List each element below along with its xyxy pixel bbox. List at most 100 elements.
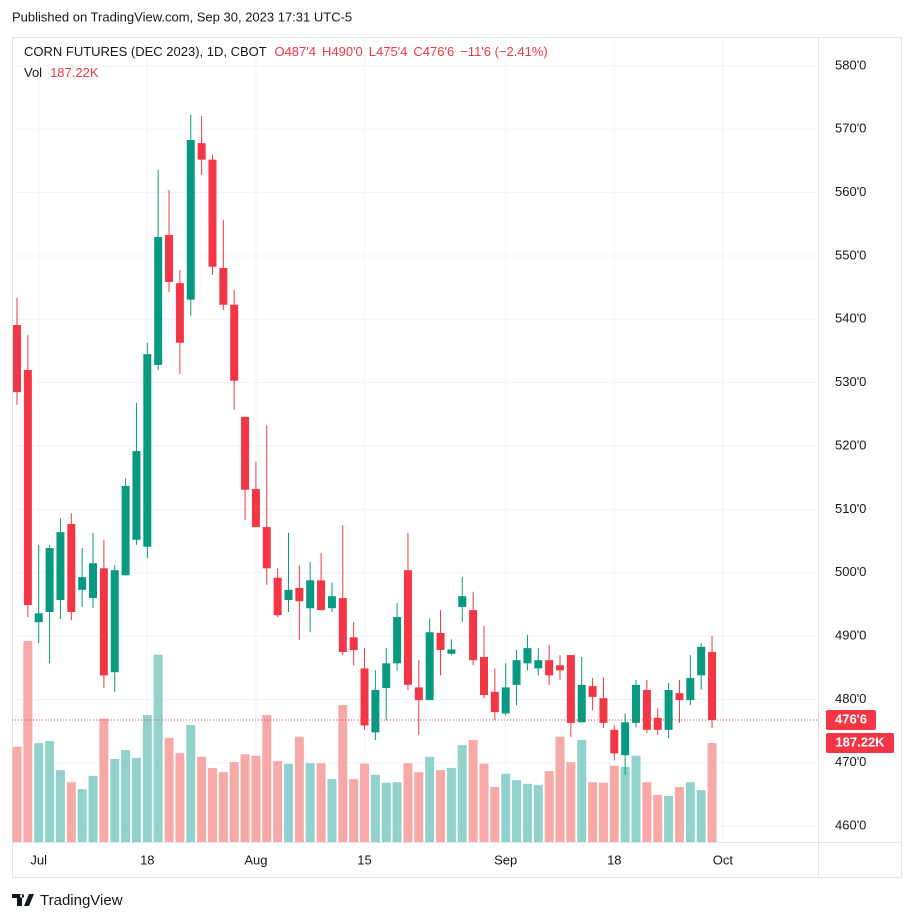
change-label: −11'6 (−2.41%) [460, 44, 548, 59]
brand-logo: TradingView [12, 892, 123, 909]
volume-bar [251, 755, 261, 842]
volume-bar [23, 641, 33, 842]
candle-body [610, 729, 619, 754]
volume-bar [110, 758, 120, 842]
volume-bar [620, 766, 630, 842]
candle-body [230, 304, 239, 381]
candle-body [23, 369, 32, 606]
volume-bar [425, 756, 435, 842]
candle-body [447, 649, 456, 654]
volume-legend: Vol 187.22K [24, 65, 99, 80]
symbol-title: CORN FUTURES (DEC 2023), 1D, CBOT [24, 44, 267, 59]
candle-body [556, 665, 564, 671]
candle-body [241, 416, 250, 490]
candle-body [403, 570, 412, 685]
candle-body [197, 143, 206, 160]
candle-body [490, 691, 499, 713]
volume-bar [414, 772, 424, 842]
volume-bar [522, 783, 532, 842]
volume-bar [577, 739, 587, 842]
volume-bar [468, 739, 478, 842]
candle-body [89, 563, 98, 599]
volume-bar [316, 763, 326, 842]
volume-bar [131, 757, 141, 842]
volume-bar [240, 754, 250, 842]
candle-body [219, 267, 228, 305]
candle-body [273, 577, 282, 616]
candle-body [675, 693, 684, 701]
volume-bar [544, 771, 554, 842]
volume-bar [392, 782, 402, 842]
legend-line: CORN FUTURES (DEC 2023), 1D, CBOT O487'4 H… [24, 44, 548, 59]
y-tick-label: 480'0 [835, 691, 866, 706]
y-tick-label: 540'0 [835, 311, 866, 326]
y-tick-label: 550'0 [835, 247, 866, 262]
candle-body [284, 589, 293, 600]
x-tick-label: Aug [244, 852, 267, 867]
candle-body [34, 613, 43, 623]
volume-bar [436, 770, 446, 842]
volume-bar [490, 786, 500, 842]
candle-body [262, 527, 271, 569]
volume-bar [229, 762, 239, 842]
candle-body [251, 489, 260, 528]
volume-bar [273, 761, 283, 842]
candle-body [349, 637, 358, 651]
candle-body [588, 686, 597, 697]
grid [12, 38, 818, 842]
volume-bar [218, 772, 228, 842]
candle-body [545, 660, 554, 676]
y-tick-label: 520'0 [835, 437, 866, 452]
volume-bar [338, 705, 348, 842]
candle-body [414, 687, 423, 701]
candle-body [469, 610, 478, 661]
candle-body [208, 159, 217, 267]
candle-body [306, 580, 315, 609]
volume-bar [284, 763, 293, 842]
candle-body [621, 722, 630, 756]
candle-body [121, 485, 130, 576]
last-price-text: 476'6 [835, 711, 867, 726]
candle-body [632, 684, 641, 723]
candle-body [165, 235, 174, 282]
candle-body [479, 656, 488, 696]
open-label: O487'4 [274, 44, 316, 59]
y-tick-label: 530'0 [835, 374, 866, 389]
volume-bar [555, 736, 565, 842]
candle-body [686, 677, 695, 701]
candle-body [534, 660, 543, 669]
y-tick-label: 560'0 [835, 184, 866, 199]
volume-bar [77, 789, 87, 842]
volume-bar [501, 773, 511, 842]
volume-bar [12, 746, 22, 842]
volume-bar [153, 654, 163, 842]
y-tick-label: 570'0 [835, 121, 866, 136]
candle-body [393, 617, 402, 664]
candle-body [327, 596, 336, 609]
candle-body [523, 648, 532, 664]
candle-body [566, 655, 575, 723]
candle-body [577, 684, 586, 723]
volume-value: 187.22K [50, 65, 99, 80]
volume-bar [349, 779, 359, 842]
marks [12, 114, 818, 842]
candle-body [186, 140, 195, 300]
x-tick-label: 18 [607, 852, 621, 867]
candle-body [175, 283, 184, 343]
volume-bar [566, 762, 576, 842]
volume-bar [642, 782, 652, 842]
y-tick-label: 490'0 [835, 628, 866, 643]
last-price-tag [826, 710, 876, 731]
low-label: L475'4 [369, 44, 408, 59]
volume-bar [175, 753, 185, 842]
candle-body [99, 568, 108, 676]
candle-body [338, 598, 347, 652]
candle-body [143, 354, 152, 547]
volume-bar [598, 782, 608, 842]
candle-body [697, 646, 706, 676]
volume-bar [653, 794, 663, 842]
volume-bar [34, 743, 44, 842]
volume-bar [305, 763, 315, 842]
volume-bar [588, 782, 598, 842]
